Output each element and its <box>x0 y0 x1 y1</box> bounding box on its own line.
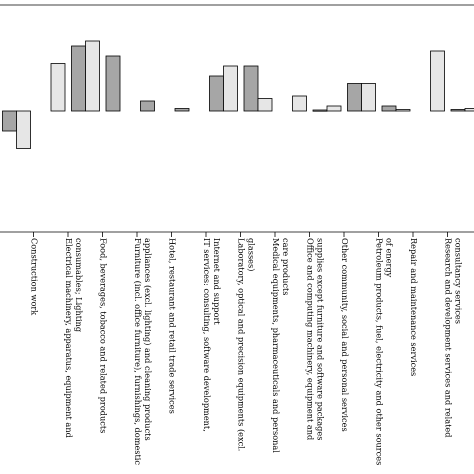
x-tick-label-4-line-1: appliances (excl. lighting) and cleaning… <box>143 238 153 441</box>
x-tick-label-7-line-1: glasses) <box>247 238 257 271</box>
x-tick-label-8-line-0: Medical equipments, pharmaceuticals and … <box>271 238 281 453</box>
bars-group <box>2 40 474 149</box>
bar-11-series-1 <box>361 83 376 112</box>
bar-7-series-1 <box>223 65 238 112</box>
x-tick-label-5-line-0: Hotel, restaurant and retail trade servi… <box>168 238 178 414</box>
x-tick-label-13-line-1: consultancy services <box>454 238 464 324</box>
x-tick-label-7-line-0: Laboratory, optical and precision equipm… <box>237 238 247 451</box>
bar-2-series-1 <box>50 63 66 112</box>
bar-8-series-1 <box>257 98 273 112</box>
bar-10-series-1 <box>326 105 342 112</box>
x-tick-label-12-line-0: Repair and maintenance services <box>409 238 419 376</box>
x-tick-label-1-line-0: Construction work <box>30 238 40 316</box>
x-tick-label-9-line-0: Office and computing machinery, equipmen… <box>306 238 316 440</box>
x-tick-label-2-line-1: consumables; Lighting <box>74 238 84 332</box>
bar-6-series-0 <box>174 108 190 112</box>
bar-8-series-0 <box>243 65 259 112</box>
bar-14-series-1 <box>464 108 474 112</box>
bar-9-series-1 <box>292 95 307 112</box>
x-tick-label-6-line-0: IT services: consulting, software develo… <box>202 238 212 432</box>
tick-marks-group <box>33 232 448 237</box>
bar-13-series-1 <box>430 50 445 112</box>
tick-labels-group: Construction work Electrical machinery, a… <box>30 238 464 465</box>
x-tick-label-3-line-0: Food, beverages, tobacco and related pro… <box>99 238 109 433</box>
bar-12-series-1 <box>395 109 411 112</box>
x-tick-label-4-line-0: Furniture (incl. office furniture), furn… <box>133 238 143 465</box>
x-tick-label-11-line-0: Petroleum products, fuel, electricity an… <box>375 238 385 465</box>
bar-10-series-0 <box>312 109 328 112</box>
bar-1-series-0 <box>2 110 17 132</box>
x-tick-label-13-line-0: Research and development services and re… <box>444 238 454 438</box>
bar-1-series-1 <box>16 110 31 149</box>
bar-14-series-0 <box>450 109 466 112</box>
x-tick-label-2-line-0: Electrical machinery, apparatus, equipme… <box>64 238 74 438</box>
bar-4-series-0 <box>105 55 121 112</box>
bar-11-series-0 <box>347 83 362 112</box>
bar-5-series-0 <box>140 100 155 112</box>
x-tick-label-10-line-0: Other community, social and personal ser… <box>340 238 350 432</box>
x-tick-label-9-line-1: supplies except furniture and software p… <box>316 238 326 440</box>
bar-3-series-1 <box>85 40 100 112</box>
x-tick-label-11-line-1: of energy <box>385 238 395 278</box>
x-tick-label-8-line-1: care products <box>281 238 291 296</box>
bar-3-series-0 <box>71 45 86 112</box>
bar-7-series-0 <box>209 75 224 112</box>
x-tick-label-6-line-1: Internet and support <box>212 238 222 325</box>
bar-12-series-0 <box>381 105 397 112</box>
